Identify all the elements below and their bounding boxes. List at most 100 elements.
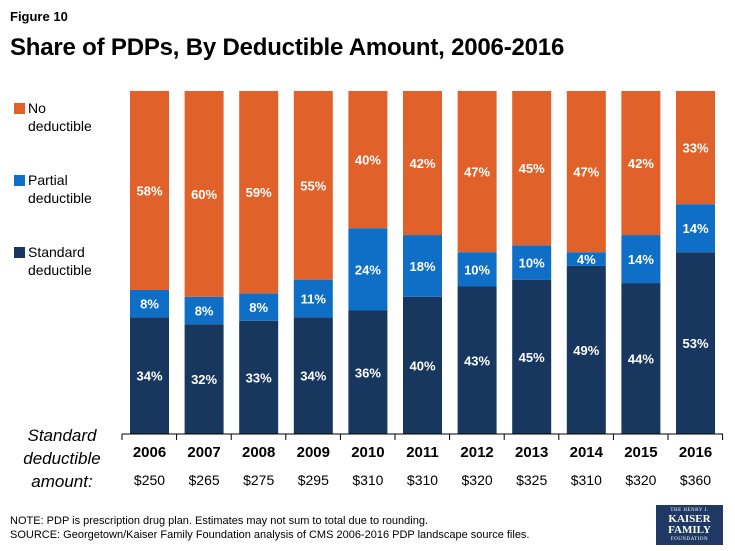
data-label-standard-deductible-2016: 53%	[682, 336, 708, 351]
bar-no-deductible-2016	[676, 91, 715, 205]
bar-no-deductible-2007	[184, 91, 224, 297]
data-label-no-deductible-2009: 55%	[300, 178, 326, 193]
stacked-bar-chart: 34% 8% 58% 32% 8% 60% 33% 8% 59% 34% 11% 55% 36% 24% 4…	[121, 91, 724, 488]
x-tick-label-2006: 2006	[133, 444, 166, 461]
bar-no-deductible-2009	[293, 91, 333, 280]
legend-swatch-partial-deductible	[14, 175, 25, 186]
kff-logo: THE HENRY J. KAISER FAMILY FOUNDATION	[656, 505, 723, 545]
bar-no-deductible-2014	[566, 91, 606, 253]
data-label-standard-deductible-2007: 32%	[191, 372, 217, 387]
data-label-no-deductible-2011: 42%	[409, 156, 435, 171]
deductible-amount-2012: $320	[462, 472, 493, 488]
row-label-line1: Standard	[27, 426, 97, 445]
bar-partial-deductible-2013	[512, 245, 552, 280]
data-label-standard-deductible-2010: 36%	[355, 365, 381, 380]
data-label-partial-deductible-2006: 8%	[140, 297, 159, 312]
bar-standard-deductible-2016	[676, 252, 715, 434]
bar-standard-deductible-2015	[621, 283, 661, 434]
chart-source: SOURCE: Georgetown/Kaiser Family Foundat…	[10, 529, 530, 541]
x-tick-label-2015: 2015	[624, 444, 657, 461]
data-label-no-deductible-2006: 58%	[136, 183, 162, 198]
legend-label-line2: deductible	[28, 190, 92, 206]
data-label-standard-deductible-2013: 45%	[519, 350, 545, 365]
x-tick-label-2010: 2010	[351, 444, 384, 461]
logo-line1: THE HENRY J.	[670, 508, 709, 513]
x-tick-label-2007: 2007	[187, 444, 220, 461]
legend-label-line1: Standard	[28, 244, 85, 260]
standard-deductible-row-label: Standard deductible amount:	[8, 424, 116, 493]
deductible-amount-2016: $360	[680, 472, 711, 488]
x-tick-label-2012: 2012	[460, 444, 493, 461]
legend-label-line2: deductible	[28, 262, 92, 278]
bar-no-deductible-2010	[348, 91, 388, 229]
deductible-amount-2007: $265	[189, 472, 220, 488]
data-label-standard-deductible-2008: 33%	[246, 370, 272, 385]
deductible-amount-2015: $320	[625, 472, 656, 488]
bar-partial-deductible-2011	[403, 235, 442, 297]
bar-partial-deductible-2016	[676, 204, 715, 253]
bar-partial-deductible-2007	[184, 296, 224, 325]
bar-standard-deductible-2009	[293, 317, 333, 434]
bar-no-deductible-2013	[512, 91, 552, 246]
data-label-partial-deductible-2012: 10%	[464, 262, 490, 277]
bar-no-deductible-2008	[239, 91, 279, 294]
bar-standard-deductible-2011	[403, 296, 442, 434]
data-label-no-deductible-2012: 47%	[464, 165, 490, 180]
data-label-partial-deductible-2007: 8%	[195, 304, 214, 319]
data-label-standard-deductible-2015: 44%	[628, 352, 654, 367]
deductible-amount-2011: $310	[407, 472, 438, 488]
bar-partial-deductible-2009	[293, 279, 333, 318]
bar-partial-deductible-2006	[130, 289, 169, 318]
bar-standard-deductible-2014	[566, 265, 606, 434]
data-label-no-deductible-2007: 60%	[191, 187, 217, 202]
data-label-no-deductible-2015: 42%	[628, 156, 654, 171]
data-label-partial-deductible-2011: 18%	[409, 259, 435, 274]
deductible-amount-2010: $310	[352, 472, 383, 488]
bar-no-deductible-2011	[403, 91, 442, 236]
legend-swatch-no-deductible	[14, 103, 25, 114]
bar-no-deductible-2006	[130, 91, 169, 290]
legend-no-deductible: No deductible	[14, 99, 92, 135]
bar-standard-deductible-2006	[130, 317, 169, 434]
bar-standard-deductible-2013	[512, 279, 552, 434]
data-label-partial-deductible-2010: 24%	[355, 262, 381, 277]
data-label-standard-deductible-2009: 34%	[300, 369, 326, 384]
legend-partial-deductible: Partial deductible	[14, 171, 92, 207]
data-label-partial-deductible-2014: 4%	[577, 252, 596, 267]
legend-standard-deductible: Standard deductible	[14, 243, 92, 279]
data-label-partial-deductible-2016: 14%	[682, 221, 708, 236]
deductible-amount-2008: $275	[243, 472, 274, 488]
logo-line3: FAMILY	[668, 524, 711, 536]
bar-partial-deductible-2010	[348, 228, 388, 311]
row-label-line3: amount:	[31, 472, 93, 491]
data-label-no-deductible-2008: 59%	[246, 185, 272, 200]
x-tick-label-2008: 2008	[242, 444, 275, 461]
x-tick-label-2009: 2009	[297, 444, 330, 461]
legend-label-line2: deductible	[28, 118, 92, 134]
logo-line4: FOUNDATION	[670, 537, 709, 542]
data-label-standard-deductible-2011: 40%	[409, 358, 435, 373]
data-label-standard-deductible-2014: 49%	[573, 343, 599, 358]
data-label-no-deductible-2016: 33%	[682, 141, 708, 156]
x-tick-label-2013: 2013	[515, 444, 548, 461]
deductible-amount-2014: $310	[571, 472, 602, 488]
deductible-amount-2006: $250	[134, 472, 165, 488]
bar-partial-deductible-2012	[457, 252, 497, 287]
bar-standard-deductible-2007	[184, 324, 224, 434]
data-label-partial-deductible-2008: 8%	[249, 300, 268, 315]
legend-swatch-standard-deductible	[14, 247, 25, 258]
data-label-partial-deductible-2009: 11%	[301, 292, 327, 307]
data-label-no-deductible-2013: 45%	[519, 161, 545, 176]
data-label-no-deductible-2014: 47%	[573, 165, 599, 180]
chart-note: NOTE: PDP is prescription drug plan. Est…	[10, 515, 428, 527]
chart-title: Share of PDPs, By Deductible Amount, 200…	[10, 34, 565, 61]
x-tick-label-2014: 2014	[570, 444, 604, 461]
bar-standard-deductible-2008	[239, 320, 279, 434]
bar-standard-deductible-2010	[348, 310, 388, 434]
bar-partial-deductible-2015	[621, 235, 661, 284]
deductible-amount-2009: $295	[298, 472, 329, 488]
data-label-standard-deductible-2012: 43%	[464, 353, 490, 368]
bar-partial-deductible-2008	[239, 293, 279, 321]
data-label-partial-deductible-2013: 10%	[519, 256, 545, 271]
x-tick-label-2011: 2011	[406, 444, 439, 461]
